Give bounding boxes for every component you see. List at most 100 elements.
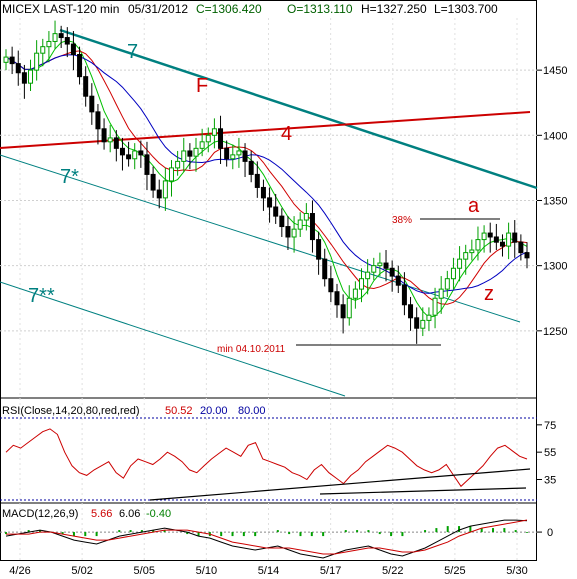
candle-body <box>408 304 414 319</box>
candle-body <box>450 267 456 280</box>
rsi-tick-label: 55 <box>544 447 556 459</box>
label-4: 4 <box>281 123 292 145</box>
candle-body <box>21 72 27 84</box>
header-high: H=1327.250 <box>361 2 427 16</box>
candle-body <box>469 249 475 254</box>
candle-body <box>9 56 15 65</box>
time-tick-label: 5/05 <box>134 565 155 577</box>
candle-body <box>230 154 236 160</box>
header-close: C=1306.420 <box>196 2 262 16</box>
time-tick-label: 5/17 <box>320 565 341 577</box>
time-tick-label: 5/25 <box>444 565 465 577</box>
price-tick-label: 1300 <box>543 261 567 273</box>
candle-body <box>218 128 224 149</box>
candle-body <box>248 160 254 175</box>
candle-body <box>524 252 530 259</box>
candle-body <box>40 46 46 54</box>
candle-body <box>493 236 499 243</box>
header-date: 05/31/2012 <box>128 2 188 16</box>
macd-signal-line <box>6 519 528 555</box>
macd-series-line <box>5 519 528 559</box>
candle-body <box>193 147 199 157</box>
rsi-series-line <box>5 428 528 488</box>
candle-body <box>463 252 469 260</box>
label-7-dstar: 7** <box>28 285 55 307</box>
price-tick-label: 1250 <box>543 326 567 338</box>
candle-body <box>499 241 505 247</box>
macd-label: MACD(12,26,9) <box>2 508 78 520</box>
channel-line-7 <box>59 28 538 190</box>
rsi-value-2: 20.00 <box>200 405 228 417</box>
candle-body <box>15 63 21 74</box>
candle-body <box>401 284 407 306</box>
candle-body <box>138 150 144 156</box>
candle-body <box>359 278 365 290</box>
header-symbol: MICEX LAST-120 min <box>2 2 119 16</box>
candle-body <box>267 197 273 208</box>
channel-line-7-star <box>0 154 521 323</box>
candle-body <box>181 150 187 162</box>
label-min: min 04.10.2011 <box>217 344 286 355</box>
trend-line-4 <box>0 111 531 149</box>
price-tick-label: 1450 <box>543 65 567 77</box>
candle-body <box>438 288 444 299</box>
candle-body <box>279 215 285 228</box>
candle-body <box>395 275 401 286</box>
macd-tick-label: 0 <box>547 527 553 539</box>
price-tick-label: 1400 <box>543 130 567 142</box>
time-tick-label: 5/10 <box>196 565 217 577</box>
candle-body <box>481 232 487 241</box>
candle-body <box>28 69 34 84</box>
candle-body <box>352 288 358 299</box>
candle-body <box>414 317 420 329</box>
rsi-tick-label: 75 <box>544 420 556 432</box>
macd-value-1: 5.66 <box>91 508 112 520</box>
candle-body <box>224 147 230 160</box>
candle-body <box>83 76 89 97</box>
time-tick-label: 5/30 <box>506 565 527 577</box>
rsi-value-3: 80.00 <box>238 405 266 417</box>
time-tick-label: 5/14 <box>258 565 279 577</box>
candle-body <box>346 297 352 319</box>
candle-body <box>322 258 328 280</box>
candle-body <box>518 241 524 254</box>
candle-body <box>46 40 52 48</box>
candle-body <box>205 134 211 143</box>
candle-body <box>309 213 315 241</box>
candle-body <box>273 206 279 217</box>
rsi-trend-line-lower <box>319 487 527 495</box>
chart-frame <box>0 0 537 561</box>
ma-mid-line <box>5 50 528 305</box>
candle-body <box>444 278 450 290</box>
candle-body <box>383 262 389 269</box>
candle-body <box>126 154 132 160</box>
label-a: a <box>468 195 480 217</box>
candle-body <box>95 111 101 130</box>
candle-body <box>512 232 518 243</box>
candle-body <box>328 278 334 293</box>
candle-body <box>291 228 297 238</box>
rsi-label: RSI(Close,14,20,80,red,red) <box>2 405 140 417</box>
header-low: L=1303.700 <box>434 2 498 16</box>
price-tick-label: 1350 <box>543 195 567 207</box>
candle-body <box>168 167 174 182</box>
candle-body <box>150 173 156 191</box>
candle-body <box>334 291 340 306</box>
channel-line-7-dstar <box>0 281 346 397</box>
candle-body <box>316 239 322 260</box>
candle-body <box>506 232 512 247</box>
candle-body <box>487 232 493 238</box>
candle-body <box>297 219 303 230</box>
label-7-star: 7* <box>60 166 79 188</box>
candle-body <box>285 226 291 238</box>
candle-body <box>113 137 119 149</box>
candle-body <box>457 258 463 269</box>
candle-body <box>162 180 168 199</box>
candle-body <box>242 150 248 162</box>
candle-body <box>132 150 138 160</box>
candle-body <box>199 141 205 149</box>
time-tick-label: 5/22 <box>382 565 403 577</box>
candle-body <box>254 173 260 188</box>
